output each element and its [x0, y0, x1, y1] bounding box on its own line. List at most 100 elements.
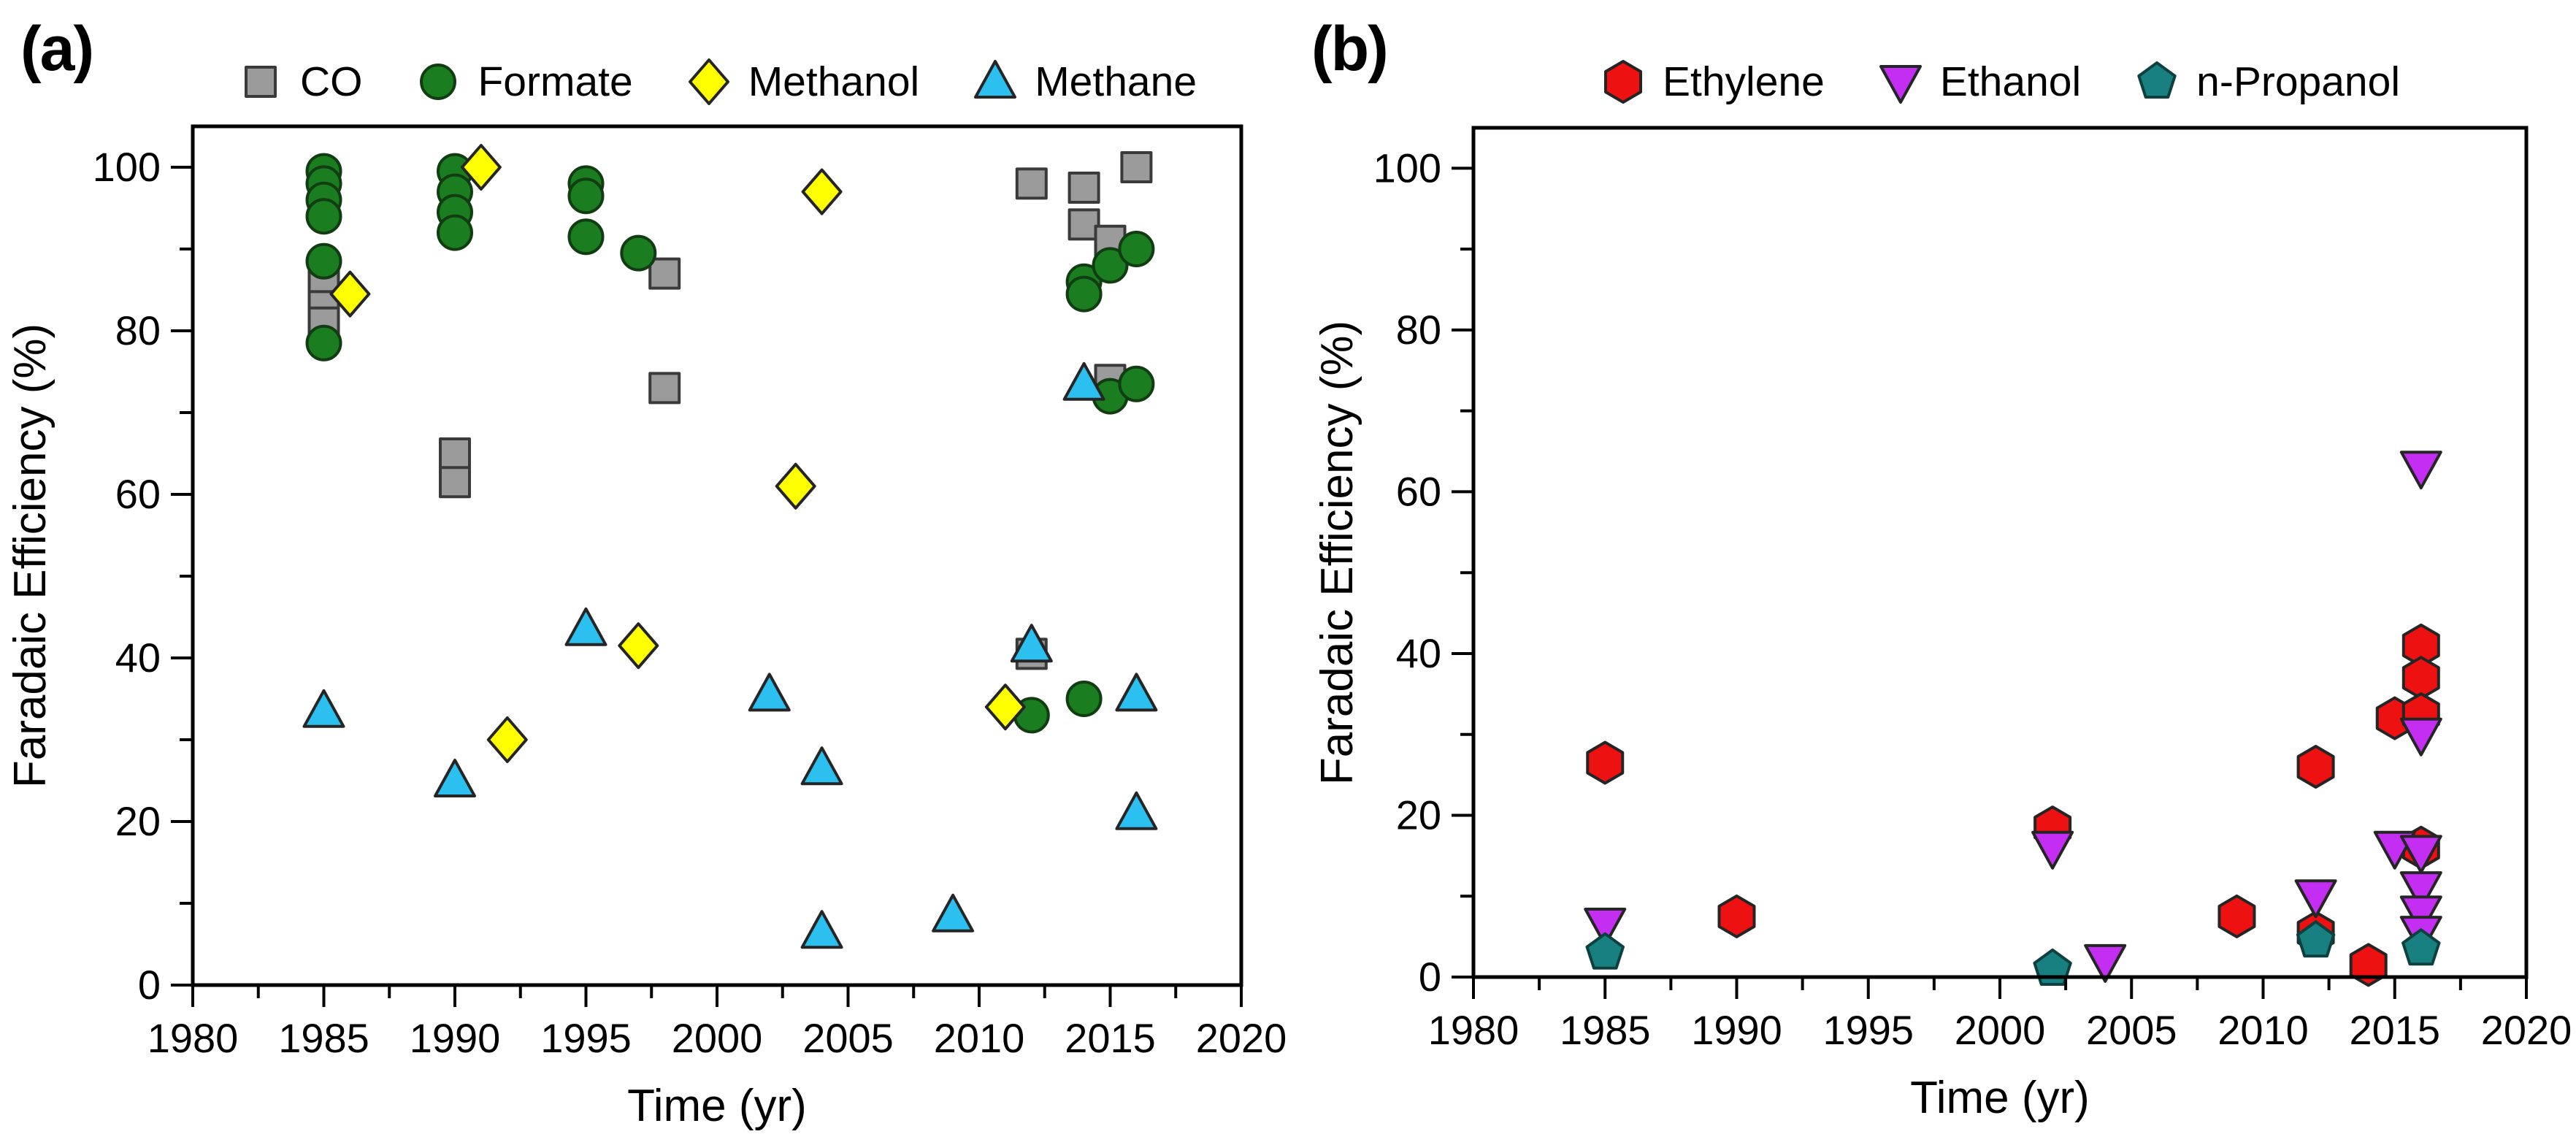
data-point-Formate	[1065, 275, 1103, 313]
data-point-Ethanol	[2399, 451, 2442, 490]
data-point-Ethylene	[2349, 943, 2388, 987]
data-point-Formate	[305, 198, 342, 235]
data-point-Ethylene	[1717, 894, 1756, 938]
legend-item-Ethanol: Ethanol	[1877, 58, 2081, 106]
legend-item-CO: CO	[237, 58, 362, 106]
data-point-Formate	[567, 177, 605, 215]
data-point-Methane	[1115, 673, 1158, 712]
x-tick-label: 1990	[1691, 1007, 1782, 1053]
data-point-n-Propanol	[1585, 932, 1625, 970]
legend-item-Methanol: Methanol	[686, 58, 920, 106]
data-point-CO	[648, 257, 681, 290]
y-axis-title: Faradaic Efficiency (%)	[1312, 321, 1362, 785]
data-point-Ethylene	[1586, 740, 1625, 785]
data-point-Methane	[302, 689, 345, 728]
x-tick-label: 1980	[147, 1015, 239, 1061]
panel-a-label: (a)	[20, 14, 94, 84]
data-point-Methanol	[618, 622, 659, 670]
data-point-Methanol	[775, 462, 816, 510]
data-point-CO	[1067, 208, 1100, 241]
panel-a: 1980 1985 1990 1995 2000 2005 2010 2015 2020 0 20 4…	[5, 124, 1287, 1131]
y-tick-label: 20	[115, 798, 161, 844]
x-axis-title: Time (yr)	[1910, 1073, 2090, 1123]
formate-marker-icon	[420, 64, 457, 100]
data-point-Methane	[564, 607, 607, 646]
data-point-Ethanol	[2294, 879, 2337, 919]
panel-b-label: (b)	[1311, 14, 1389, 84]
x-tick-label: 2015	[2349, 1007, 2440, 1053]
y-tick-label: 100	[93, 144, 161, 190]
x-tick-label: 2010	[2217, 1007, 2309, 1053]
axis-ticks	[1452, 166, 2528, 999]
co-marker-icon	[244, 66, 277, 98]
data-point-Formate	[305, 242, 342, 280]
data-point-Ethanol	[2399, 871, 2442, 911]
x-tick-label: 1990	[410, 1015, 501, 1061]
data-point-Methanol	[460, 144, 502, 191]
y-tick-label: 80	[1396, 307, 1441, 353]
plot-frame	[1471, 126, 2529, 979]
series-n-Propanol-points	[1585, 920, 2441, 986]
methane-marker-icon	[974, 60, 1017, 99]
legend-item-Ethylene: Ethylene	[1600, 58, 1825, 106]
data-point-Methanol	[984, 683, 1026, 731]
data-point-Methane	[434, 759, 476, 797]
x-tick-label: 2010	[934, 1015, 1025, 1061]
x-tick-label: 1995	[1822, 1007, 1914, 1053]
legend-label: Methanol	[748, 58, 920, 105]
panel-b: 1980 1985 1990 1995 2000 2005 2010 2015 2020 0 20 4…	[1312, 126, 2572, 1123]
panel-b-legend: Ethylene Ethanol n-Propanol	[1473, 45, 2526, 118]
series-CO-points	[307, 151, 1153, 670]
data-point-Methane	[748, 673, 791, 712]
data-point-Formate	[1092, 247, 1129, 284]
data-point-Formate	[437, 214, 473, 251]
legend-label: Ethylene	[1662, 58, 1825, 105]
data-point-Ethanol	[2399, 835, 2442, 874]
data-point-CO	[648, 372, 681, 405]
data-point-CO	[439, 437, 471, 470]
x-tick-label: 2020	[2481, 1007, 2572, 1053]
x-tick-label: 1995	[540, 1015, 632, 1061]
data-point-Ethanol	[2084, 943, 2127, 983]
y-tick-label: 60	[1396, 468, 1441, 514]
legend-label: Methane	[1035, 58, 1197, 105]
data-point-Methane	[1062, 361, 1105, 401]
y-tick-label: 60	[115, 471, 161, 517]
y-tick-label: 0	[138, 962, 161, 1008]
n-propanol-marker-icon	[2137, 61, 2177, 99]
data-point-Methane	[800, 910, 843, 949]
y-tick-label: 100	[1373, 145, 1441, 191]
ethanol-marker-icon	[1879, 65, 1922, 104]
legend-item-Methane: Methane	[972, 58, 1197, 106]
x-tick-label: 2000	[1955, 1007, 2046, 1053]
data-point-n-Propanol	[2401, 928, 2441, 966]
data-point-Ethanol	[2399, 717, 2442, 757]
series-Methane-points	[302, 361, 1158, 949]
x-tick-label: 2015	[1065, 1015, 1156, 1061]
legend-label: Ethanol	[1939, 58, 2082, 105]
data-point-CO	[1067, 172, 1100, 204]
data-point-Methanol	[329, 270, 371, 318]
data-point-Ethanol	[2031, 830, 2074, 870]
y-axis-title: Faradaic Efficiency (%)	[5, 323, 55, 788]
y-tick-label: 40	[1396, 630, 1441, 676]
y-tick-label: 0	[1419, 954, 1441, 1000]
x-tick-label: 2005	[2086, 1007, 2177, 1053]
x-tick-label: 1980	[1428, 1007, 1519, 1053]
x-tick-label: 1985	[278, 1015, 369, 1061]
x-tick-label: 2000	[672, 1015, 763, 1061]
data-point-Methane	[1010, 624, 1053, 663]
data-point-Formate	[1118, 231, 1155, 267]
data-point-CO	[1015, 167, 1048, 200]
legend-item-Formate: Formate	[415, 58, 633, 106]
data-point-n-Propanol	[2296, 920, 2336, 958]
data-point-Ethylene	[2401, 656, 2440, 700]
data-point-Formate	[567, 218, 605, 256]
data-point-Methanol	[801, 168, 843, 215]
data-point-Methane	[1115, 791, 1158, 830]
data-point-Ethanol	[2399, 895, 2442, 935]
legend-item-n-Propanol: n-Propanol	[2134, 58, 2400, 106]
y-tick-label: 20	[1396, 792, 1441, 838]
data-point-Formate	[1065, 681, 1103, 717]
